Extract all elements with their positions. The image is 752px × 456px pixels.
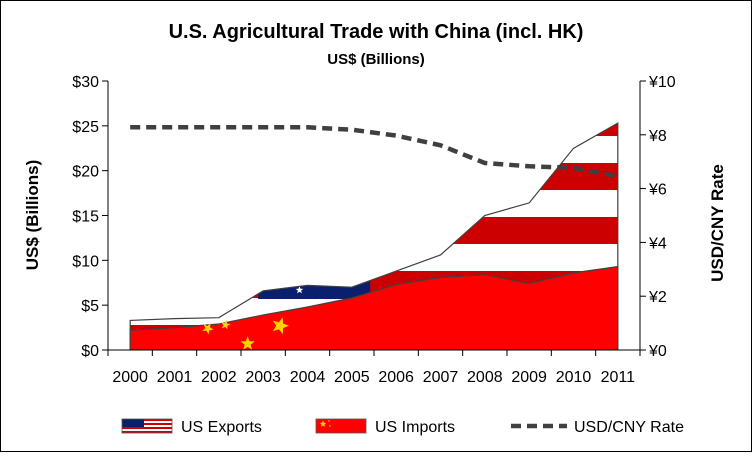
x-tick-label: 2009 [511, 369, 547, 386]
y2-tick-label: ¥4 [648, 235, 667, 252]
y2-tick-label: ¥6 [648, 182, 667, 199]
x-tick-label: 2010 [556, 369, 592, 386]
series-usd-cny-rate-line [130, 125, 619, 179]
imports-flag-star [202, 323, 214, 335]
y-tick-label: $20 [72, 164, 99, 181]
chart-title: U.S. Agricultural Trade with China (incl… [169, 21, 584, 43]
series-us-imports-area [129, 265, 619, 350]
x-tick-label: 2001 [157, 369, 193, 386]
x-tick-label: 2011 [601, 369, 636, 386]
x-tick-label: 2008 [467, 369, 503, 386]
x-tick-label: 2000 [112, 369, 148, 386]
y-tick-label: $10 [72, 253, 99, 270]
y2-tick-label: ¥0 [648, 343, 667, 360]
legend-label-usd-cny-rate: USD/CNY Rate [574, 419, 684, 436]
y-tick-label: $30 [72, 74, 99, 91]
y-tick-label: $15 [72, 209, 99, 226]
y2-tick-label: ¥10 [648, 74, 676, 91]
x-tick-label: 2002 [201, 369, 237, 386]
x-tick-label: 2003 [245, 369, 281, 386]
legend-swatch-us-imports [315, 418, 367, 434]
ticks: $0 $5 $10 $15 $20 $25 $30 ¥0 ¥2 ¥4 ¥6 ¥8 ¥10 2000 2001… [72, 74, 676, 386]
x-tick-label: 2007 [423, 369, 459, 386]
y2-tick-label: ¥8 [648, 128, 667, 145]
chart-subtitle: US$ (Billions) [327, 51, 425, 68]
x-tick-label: 2006 [378, 369, 414, 386]
legend-swatch-us-exports [121, 418, 173, 434]
y-tick-label: $5 [81, 298, 99, 315]
x-tick-label: 2004 [290, 369, 326, 386]
exports-flag-canton [258, 123, 371, 299]
imports-flag-star [240, 336, 255, 350]
y2-tick-label: ¥2 [648, 289, 667, 306]
imports-flag-star [221, 320, 231, 330]
y2-axis-title: USD/CNY Rate [708, 164, 727, 282]
series-us-exports-outline [129, 122, 619, 350]
y-axis-title: US$ (Billions) [23, 160, 42, 271]
legend: US Exports US Imports USD/CNY Rate [121, 418, 684, 436]
plot-area [129, 122, 619, 350]
x-tick-label: 2005 [334, 369, 370, 386]
legend-label-us-exports: US Exports [181, 419, 262, 436]
legend-label-us-imports: US Imports [375, 419, 455, 436]
imports-flag-star [272, 317, 289, 335]
y-tick-label: $25 [72, 119, 99, 136]
y-tick-label: $0 [81, 343, 99, 360]
